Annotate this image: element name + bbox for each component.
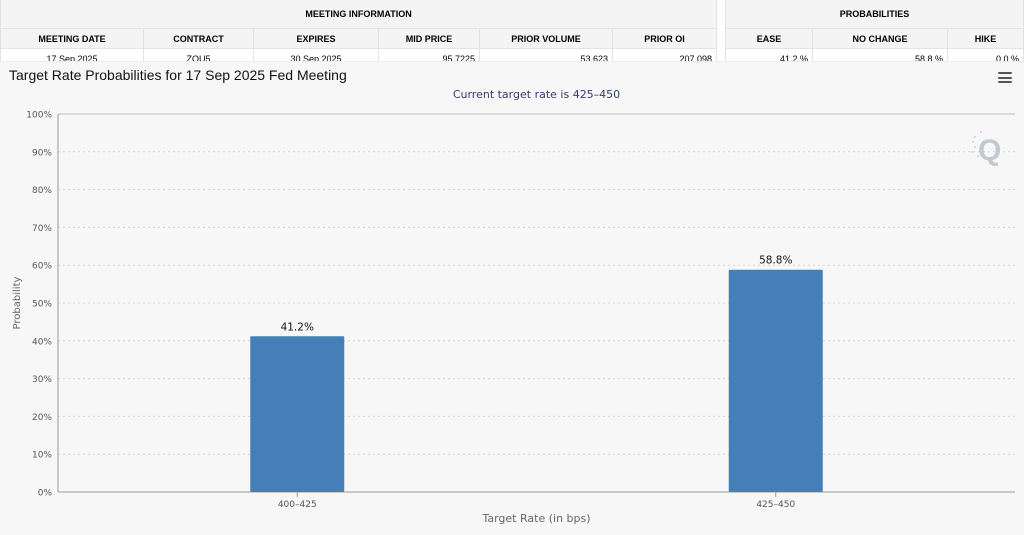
column-header-no-change: NO CHANGE bbox=[812, 28, 948, 49]
hamburger-menu-icon[interactable] bbox=[998, 72, 1012, 83]
x-axis-title: Target Rate (in bps) bbox=[481, 512, 590, 525]
column-header-hike: HIKE bbox=[947, 28, 1024, 49]
meeting-information-table: MEETING INFORMATION MEETING DATE CONTRAC… bbox=[0, 0, 718, 69]
column-header-prior-oi: PRIOR OI bbox=[612, 28, 718, 49]
y-tick-label: 90% bbox=[32, 148, 52, 158]
column-header-contract: CONTRACT bbox=[143, 28, 254, 49]
column-header-expires: EXPIRES bbox=[253, 28, 379, 49]
svg-text:Q: Q bbox=[978, 134, 1001, 167]
y-tick-label: 10% bbox=[32, 451, 52, 461]
probabilities-table: PROBABILITIES EASE NO CHANGE HIKE 41.2 %… bbox=[725, 0, 1024, 69]
y-tick-label: 100% bbox=[26, 111, 52, 121]
column-header-meeting-date: MEETING DATE bbox=[0, 28, 144, 49]
probabilities-header: PROBABILITIES bbox=[725, 0, 1024, 29]
chart-subtitle: Current target rate is 425–450 bbox=[453, 88, 620, 101]
y-axis-title: Probability bbox=[12, 276, 23, 329]
q-logo-icon: Q bbox=[971, 131, 1001, 167]
y-tick-label: 40% bbox=[32, 337, 52, 347]
meeting-information-header: MEETING INFORMATION bbox=[0, 0, 717, 29]
bar-data-label: 41.2% bbox=[281, 321, 314, 333]
y-tick-label: 20% bbox=[32, 413, 52, 423]
y-tick-label: 60% bbox=[32, 262, 52, 272]
column-header-mid-price: MID PRICE bbox=[378, 28, 480, 49]
y-tick-label: 50% bbox=[32, 300, 52, 310]
bar-data-label: 58.8% bbox=[759, 255, 792, 267]
column-header-ease: EASE bbox=[725, 28, 813, 49]
y-tick-label: 80% bbox=[32, 186, 52, 196]
bar bbox=[728, 269, 823, 492]
chart-panel: Current target rate is 425–450 0% 10% 20% 30… bbox=[0, 61, 1024, 535]
x-tick-label: 400–425 bbox=[278, 500, 317, 510]
y-tick-label: 30% bbox=[32, 375, 52, 385]
chart-title: Target Rate Probabilities for 17 Sep 202… bbox=[9, 67, 347, 83]
bar bbox=[250, 336, 345, 492]
y-tick-label: 70% bbox=[32, 224, 52, 234]
column-header-prior-volume: PRIOR VOLUME bbox=[479, 28, 613, 49]
bar-chart: Current target rate is 425–450 0% 10% 20% 30… bbox=[12, 88, 1015, 525]
x-tick-label: 425–450 bbox=[756, 500, 795, 510]
y-tick-label: 0% bbox=[38, 489, 53, 499]
